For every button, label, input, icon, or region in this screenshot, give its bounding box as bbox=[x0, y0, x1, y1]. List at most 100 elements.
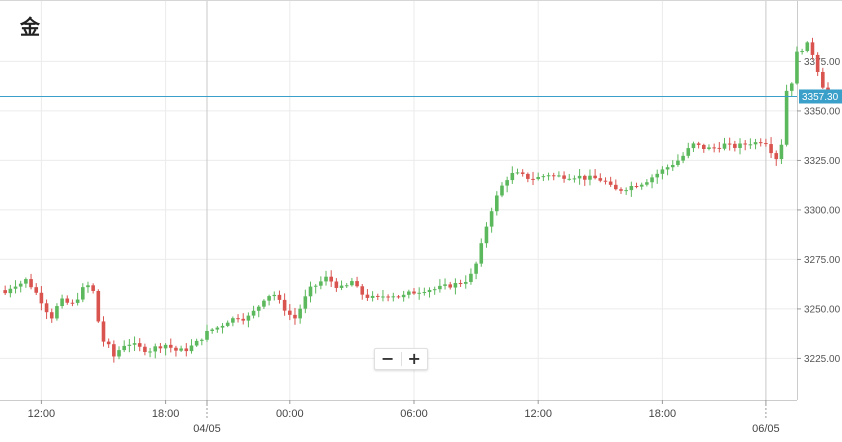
candle-down bbox=[65, 298, 70, 303]
x-tick-label: 12:00 bbox=[28, 408, 56, 420]
candle-up bbox=[572, 178, 577, 180]
y-tick-label: 3350.00 bbox=[804, 106, 841, 117]
candle-up bbox=[153, 346, 158, 352]
candle-down bbox=[696, 143, 701, 145]
candle-up bbox=[148, 351, 152, 353]
candle-down bbox=[821, 71, 825, 88]
y-tick-label: 3375.00 bbox=[804, 57, 841, 68]
candle-up bbox=[670, 164, 675, 168]
candle-down bbox=[236, 318, 240, 320]
candle-up bbox=[495, 195, 499, 212]
x-tick-label: 06:00 bbox=[400, 408, 428, 420]
candle-down bbox=[106, 341, 111, 345]
candle-up bbox=[753, 142, 758, 145]
candle-down bbox=[810, 42, 815, 55]
candle-down bbox=[91, 285, 95, 291]
candle-up bbox=[463, 281, 468, 284]
candle-up bbox=[541, 176, 546, 178]
candle-up bbox=[805, 42, 810, 52]
candle-up bbox=[55, 306, 59, 319]
candle-up bbox=[629, 186, 634, 191]
x-tick-label: 18:00 bbox=[649, 408, 677, 420]
candle-down bbox=[551, 175, 556, 177]
candle-up bbox=[748, 144, 753, 146]
candle-up bbox=[194, 340, 199, 346]
x-date-label: 06/05 bbox=[752, 423, 780, 435]
candle-up bbox=[132, 343, 137, 345]
candle-up bbox=[179, 348, 183, 351]
candle-up bbox=[567, 178, 572, 180]
zoom-in-button[interactable]: + bbox=[402, 349, 428, 369]
candle-down bbox=[241, 318, 246, 321]
candle-down bbox=[717, 147, 722, 149]
candle-up bbox=[738, 143, 742, 148]
candle-down bbox=[49, 312, 54, 319]
candle-up bbox=[417, 292, 421, 294]
candle-up bbox=[427, 289, 432, 293]
candle-up bbox=[505, 180, 509, 186]
candle-up bbox=[308, 286, 313, 297]
candle-up bbox=[639, 184, 644, 187]
zoom-out-button[interactable]: − bbox=[375, 349, 401, 369]
candle-up bbox=[789, 83, 794, 91]
candle-up bbox=[319, 281, 323, 286]
candle-up bbox=[660, 169, 665, 174]
candle-up bbox=[391, 296, 396, 298]
candle-down bbox=[143, 346, 147, 352]
x-tick-label: 00:00 bbox=[276, 408, 304, 420]
zoom-divider bbox=[400, 352, 402, 366]
instrument-title: 金 bbox=[20, 15, 40, 39]
y-tick-label: 3225.00 bbox=[804, 354, 841, 365]
candle-down bbox=[329, 276, 333, 282]
candle-down bbox=[360, 286, 365, 295]
candle-down bbox=[743, 143, 747, 145]
candle-down bbox=[112, 344, 116, 357]
current-price-label: 3357.30 bbox=[802, 92, 839, 103]
candle-up bbox=[422, 292, 427, 294]
candle-up bbox=[500, 185, 504, 196]
candle-down bbox=[764, 143, 768, 145]
candle-up bbox=[432, 289, 437, 291]
candle-up bbox=[303, 296, 308, 309]
candle-down bbox=[293, 314, 297, 319]
candle-up bbox=[453, 283, 458, 288]
candle-up bbox=[370, 295, 375, 298]
candle-down bbox=[702, 144, 706, 150]
candle-up bbox=[681, 155, 685, 161]
candle-up bbox=[13, 286, 18, 289]
zoom-control: − + bbox=[374, 348, 428, 370]
candle-up bbox=[313, 285, 318, 287]
candle-up bbox=[86, 285, 90, 288]
candle-down bbox=[634, 186, 639, 188]
candle-up bbox=[122, 345, 126, 351]
candle-up bbox=[443, 284, 447, 286]
candle-up bbox=[251, 310, 256, 316]
candle-down bbox=[758, 142, 763, 144]
candle-down bbox=[277, 294, 282, 300]
candle-up bbox=[577, 175, 582, 179]
candle-up bbox=[691, 143, 696, 149]
x-tick-label: 12:00 bbox=[524, 408, 552, 420]
candle-down bbox=[448, 284, 453, 288]
candle-down bbox=[44, 303, 49, 313]
candle-down bbox=[168, 344, 173, 348]
candle-up bbox=[469, 273, 473, 282]
x-tick-label: 18:00 bbox=[152, 408, 180, 420]
candle-up bbox=[8, 288, 13, 294]
candle-up bbox=[324, 276, 328, 282]
candle-up bbox=[231, 318, 235, 323]
x-date-label: 04/05 bbox=[193, 423, 221, 435]
candle-down bbox=[174, 347, 178, 351]
candle-up bbox=[557, 175, 561, 177]
candle-up bbox=[474, 263, 478, 274]
candle-up bbox=[655, 173, 660, 178]
candle-down bbox=[386, 296, 390, 298]
candle-down bbox=[34, 287, 39, 293]
candle-up bbox=[438, 285, 442, 290]
candle-down bbox=[774, 153, 779, 160]
candle-up bbox=[117, 350, 121, 357]
candle-up bbox=[407, 291, 411, 295]
candle-down bbox=[582, 175, 587, 180]
candle-down bbox=[282, 299, 287, 311]
candle-down bbox=[288, 310, 292, 315]
